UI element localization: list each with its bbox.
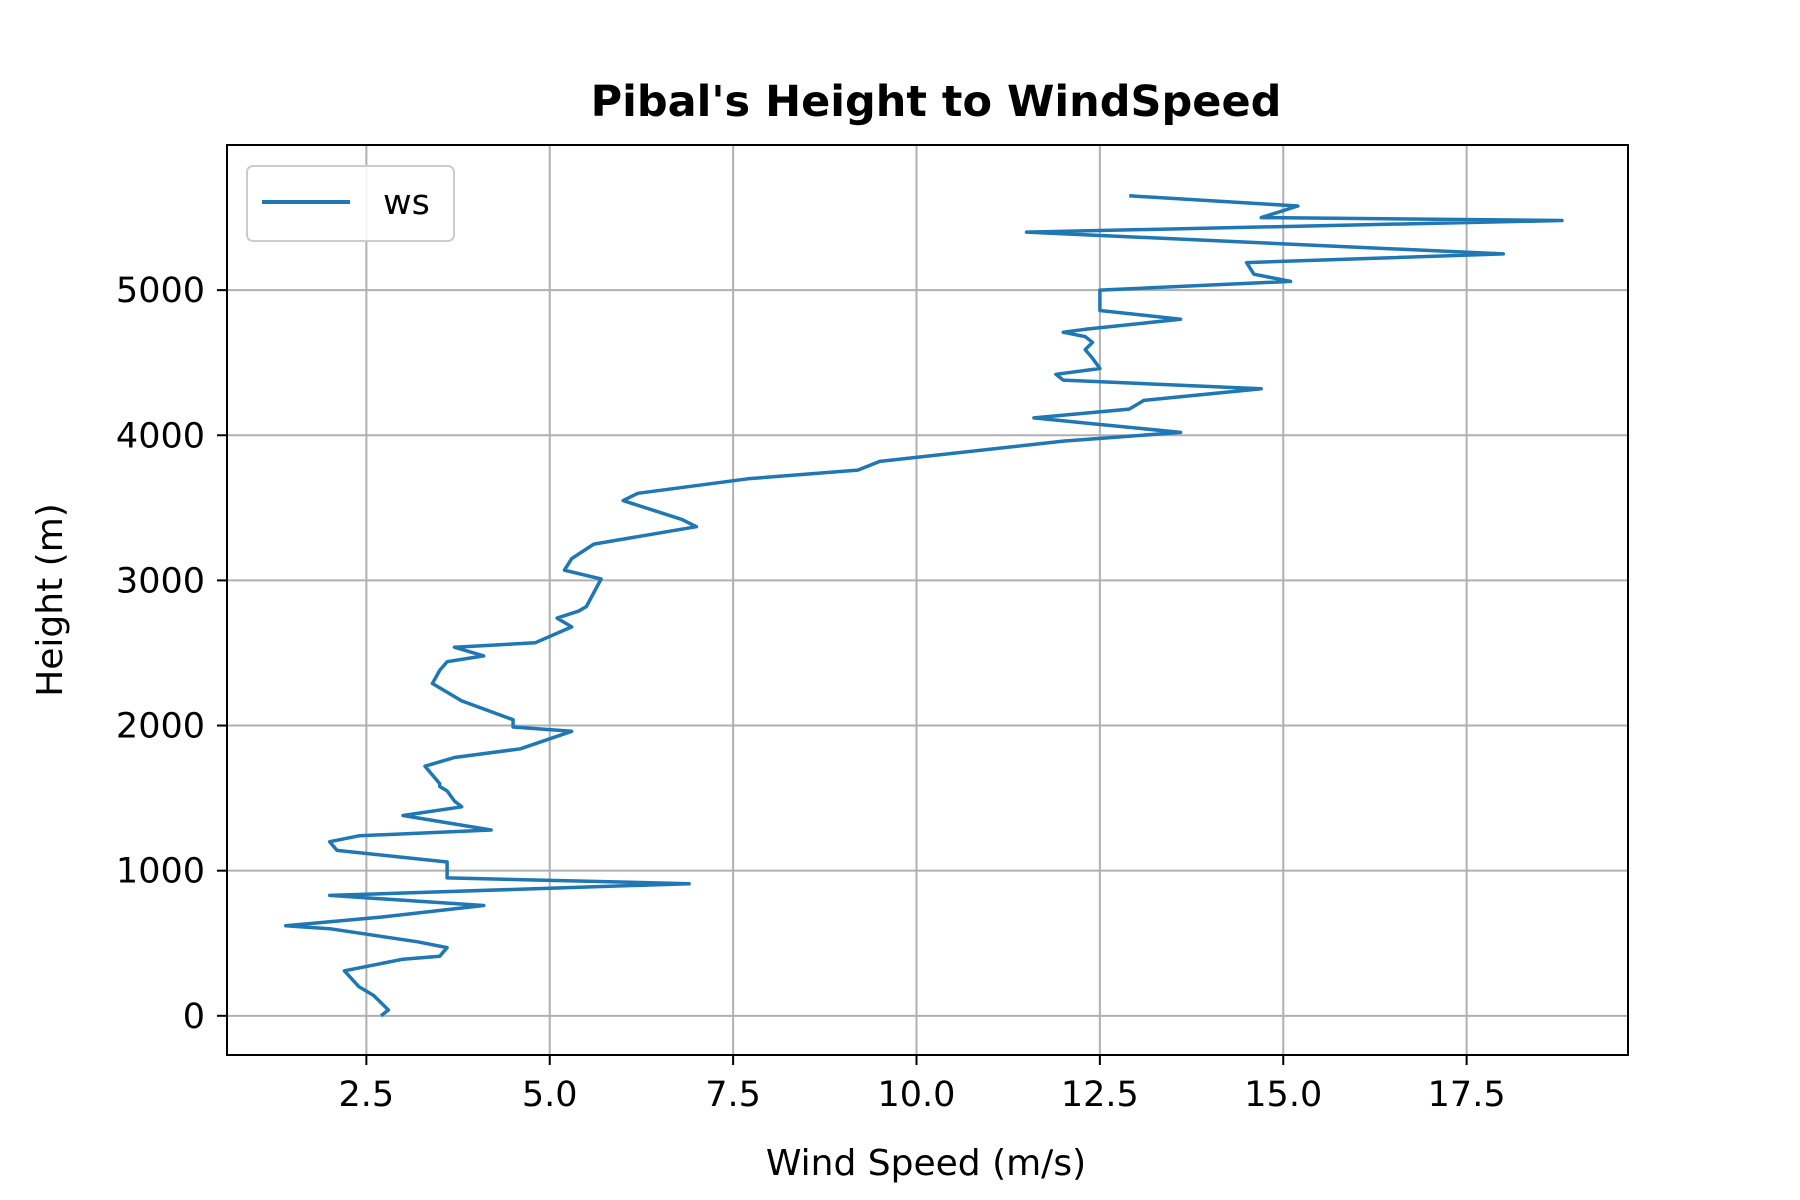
y-tick-label: 4000 [116,416,205,456]
grid [227,145,1628,1055]
x-tick-label: 5.0 [522,1075,578,1115]
x-tick-label: 10.0 [878,1075,956,1115]
series-line-ws [283,194,1564,1018]
y-tick-label: 2000 [116,707,205,747]
tick-labels: 2.5 5.0 7.5 10.0 12.5 15.0 17.5 0 1000 2000 3000 40… [116,271,1506,1115]
y-tick-label: 5000 [116,271,205,311]
y-tick-label: 1000 [116,852,205,892]
legend-label: ws [383,183,430,223]
y-tick-label: 0 [183,997,205,1037]
plot-frame [226,144,1629,1056]
chart-title: Pibal's Height to WindSpeed [591,77,1282,127]
y-tick-label: 3000 [116,561,205,601]
y-axis-label: Height (m) [30,503,71,697]
x-tick-label: 7.5 [705,1075,761,1115]
series-layer [283,194,1564,1018]
x-tick-label: 12.5 [1061,1075,1139,1115]
legend: ws [246,165,455,242]
x-tick-label: 15.0 [1244,1075,1322,1115]
x-tick-label: 2.5 [339,1075,395,1115]
legend-box [246,165,455,242]
x-axis-label: Wind Speed (m/s) [766,1143,1086,1184]
ticks [217,289,1468,1065]
x-tick-label: 17.5 [1428,1075,1506,1115]
